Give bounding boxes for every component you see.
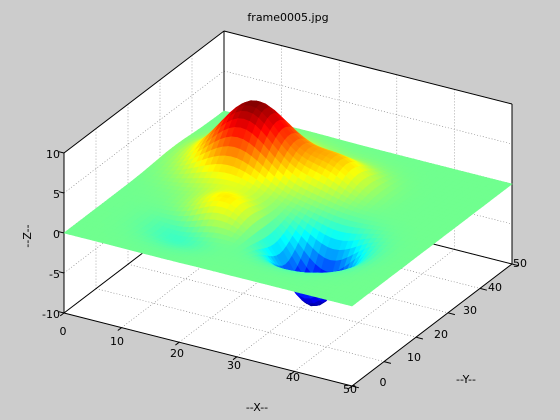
x-tick-label: 10 [110, 335, 124, 348]
z-tick-label: 5 [53, 188, 60, 201]
box-edge [63, 30, 225, 154]
box-edge [223, 30, 513, 105]
y-tick-label: 0 [380, 376, 387, 389]
grid-line-z-left [63, 70, 225, 194]
z-tick-labels: -10 -5 0 5 10 [42, 148, 60, 321]
y-axis-line [351, 263, 513, 387]
x-axis-line [63, 312, 353, 387]
x-tick-label: 50 [343, 383, 357, 396]
z-tick-mark [58, 271, 65, 274]
y-axis-label: --Y-- [456, 373, 476, 386]
grid-line-x-floor [121, 205, 282, 328]
y-tick-labels: 0 10 20 30 40 50 [380, 257, 528, 389]
x-axis-label: --X-- [246, 401, 268, 414]
y-tick-label: 20 [434, 328, 448, 341]
surface-mesh [63, 100, 513, 307]
y-tick-label: 10 [407, 351, 421, 364]
y-tick-label: 40 [488, 281, 502, 294]
x-tick-label: 0 [60, 325, 67, 338]
x-tick-label: 30 [227, 359, 241, 372]
z-tick-mark [58, 311, 65, 314]
y-tick-label: 50 [513, 257, 527, 270]
x-tick-mark [232, 356, 238, 361]
y-tick-mark [351, 385, 360, 389]
x-tick-label: 40 [286, 371, 300, 384]
plot-title: frame0005.jpg [247, 11, 328, 24]
surface-patch [345, 301, 356, 307]
x-tick-mark [290, 371, 295, 375]
x-tick-mark [59, 312, 65, 317]
y-tick-mark [511, 263, 520, 267]
z-tick-label: 10 [46, 148, 60, 161]
y-tick-mark [415, 336, 424, 340]
z-tick-label: -10 [42, 308, 60, 321]
x-tick-mark [175, 341, 180, 346]
y-tick-mark [479, 287, 488, 291]
grid-line-x-floor [179, 219, 340, 343]
y-tick-mark [383, 361, 392, 364]
grid-line-x-floor [236, 234, 397, 358]
grid-line-z-left [63, 150, 225, 274]
x-tick-mark [117, 327, 122, 331]
z-tick-mark [58, 191, 65, 194]
z-tick-mark [58, 151, 65, 154]
z-tick-label: 0 [53, 228, 60, 241]
y-tick-mark [447, 312, 456, 316]
z-tick-label: -5 [49, 268, 60, 281]
z-tick-mark [58, 231, 65, 234]
z-axis-label: --Z-- [21, 224, 34, 247]
grid-line-x-floor [294, 249, 455, 372]
x-tick-labels: 0 10 20 30 40 50 [60, 325, 358, 396]
x-tick-mark [347, 385, 353, 390]
y-tick-label: 30 [463, 304, 477, 317]
x-tick-label: 20 [170, 347, 184, 360]
